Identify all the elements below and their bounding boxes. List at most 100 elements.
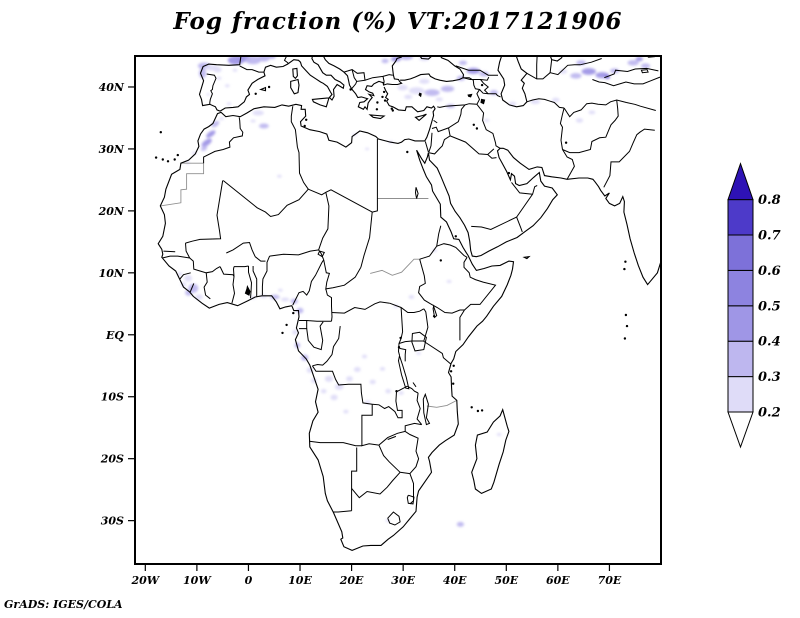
country-border bbox=[400, 471, 410, 475]
country-border bbox=[185, 180, 224, 244]
colorbar-tick-label: 0.7 bbox=[758, 229, 781, 244]
lat-tick-label: 30S bbox=[101, 515, 124, 528]
island-dot bbox=[303, 124, 306, 128]
country-border bbox=[378, 444, 401, 473]
fog-patch bbox=[225, 84, 230, 88]
country-border bbox=[549, 59, 553, 73]
country-border-gray bbox=[370, 258, 420, 276]
colorbar-segment bbox=[727, 199, 754, 236]
country-border bbox=[269, 249, 325, 260]
fog-patch bbox=[440, 85, 455, 92]
country-border bbox=[309, 440, 362, 447]
country-border bbox=[254, 256, 266, 262]
island-dot bbox=[166, 160, 170, 163]
fog-patch bbox=[419, 78, 430, 84]
island-dot bbox=[281, 331, 284, 335]
island-dot bbox=[267, 85, 271, 89]
lake bbox=[414, 187, 419, 199]
country-border bbox=[333, 510, 352, 513]
country-border bbox=[462, 76, 490, 81]
country-border bbox=[360, 212, 373, 268]
fog-patch bbox=[570, 73, 582, 79]
country-border bbox=[562, 99, 619, 154]
country-border bbox=[219, 266, 235, 277]
coastline bbox=[400, 56, 465, 82]
fog-patch bbox=[635, 56, 643, 62]
country-border bbox=[398, 340, 424, 344]
map-frame bbox=[134, 55, 662, 565]
island-dot bbox=[452, 364, 455, 367]
country-border-gray bbox=[160, 163, 205, 207]
island-dot bbox=[382, 90, 386, 94]
lake bbox=[317, 250, 326, 258]
island-dot bbox=[470, 406, 473, 409]
fog-patch bbox=[206, 130, 216, 138]
fog-patch bbox=[346, 376, 353, 382]
island-dot bbox=[381, 95, 384, 99]
island-dot bbox=[475, 127, 479, 130]
lat-tick-label: 20N bbox=[98, 205, 125, 218]
country-border bbox=[428, 132, 433, 153]
country-border bbox=[351, 75, 385, 90]
country-border bbox=[203, 117, 244, 164]
fog-patch bbox=[397, 84, 408, 91]
island-dot bbox=[406, 150, 409, 154]
lake bbox=[397, 353, 410, 390]
island-dot bbox=[161, 158, 164, 161]
colorbar-segment bbox=[727, 305, 754, 342]
fog-patch bbox=[195, 294, 203, 300]
lat-tick-label: 20S bbox=[100, 453, 124, 466]
fog-patch bbox=[353, 367, 361, 372]
colorbar-tick-label: 0.6 bbox=[758, 264, 781, 279]
fog-patch bbox=[232, 68, 238, 72]
lat-tick-label: 40N bbox=[99, 81, 125, 94]
fog-patch bbox=[458, 60, 468, 65]
lake bbox=[244, 285, 251, 296]
colorbar-tick-label: 0.2 bbox=[758, 406, 781, 421]
island-dot bbox=[432, 315, 436, 318]
island-dot bbox=[480, 409, 484, 412]
island-dot bbox=[391, 109, 394, 112]
fog-patch bbox=[226, 102, 231, 106]
country-border bbox=[436, 225, 442, 247]
fog-patch bbox=[424, 89, 440, 96]
fog-patch bbox=[324, 375, 333, 382]
country-border bbox=[361, 404, 379, 447]
island-outline bbox=[290, 78, 300, 95]
country-border bbox=[162, 243, 191, 259]
country-border bbox=[479, 89, 501, 98]
lat-tick-label: 30N bbox=[99, 143, 125, 156]
lon-tick-label: 10W bbox=[183, 574, 212, 587]
lake bbox=[480, 98, 486, 105]
island-dot bbox=[305, 118, 308, 122]
lake bbox=[432, 304, 438, 319]
fog-patch bbox=[456, 521, 464, 527]
island-dot-layer bbox=[154, 83, 629, 413]
country-border bbox=[323, 259, 362, 290]
country-border bbox=[536, 56, 538, 79]
map-layers bbox=[154, 56, 661, 551]
country-border bbox=[563, 99, 656, 118]
island-dot bbox=[395, 390, 398, 393]
lat-tick-label: EQ bbox=[105, 329, 124, 342]
island-dot bbox=[375, 108, 379, 111]
island-dot bbox=[154, 156, 158, 159]
country-border bbox=[306, 321, 324, 351]
fog-patch bbox=[281, 297, 290, 302]
fog-patch bbox=[250, 119, 256, 123]
fog-patch bbox=[219, 117, 224, 121]
country-border bbox=[436, 243, 468, 258]
grads-credit: GrADS: IGES/COLA bbox=[4, 598, 123, 611]
fog-patch bbox=[361, 354, 368, 359]
country-border bbox=[283, 56, 289, 64]
lake bbox=[412, 382, 417, 388]
fog-patch bbox=[483, 118, 490, 122]
colorbar-arrow-bottom bbox=[727, 411, 754, 449]
lake bbox=[422, 392, 431, 426]
lon-tick-label: 50E bbox=[494, 574, 518, 587]
country-border bbox=[526, 98, 565, 109]
fog-patch bbox=[252, 110, 264, 116]
country-border bbox=[419, 245, 438, 260]
island-outline bbox=[368, 114, 386, 120]
island-dot bbox=[439, 259, 442, 262]
